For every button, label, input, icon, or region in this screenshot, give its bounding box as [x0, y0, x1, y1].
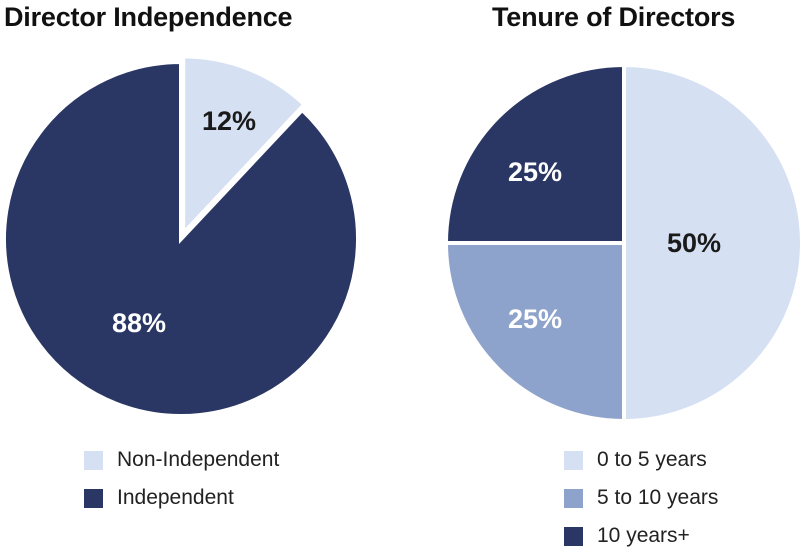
data-label-5-to-10-years: 25% — [508, 304, 562, 334]
legend-label-non-independent: Non-Independent — [117, 448, 280, 471]
legend-label-independent: Independent — [117, 486, 234, 509]
legend-item-5-to-10-years: 5 to 10 years — [564, 479, 718, 517]
pie-slice-non-independent — [181, 54, 308, 239]
pie-slice-independent — [2, 59, 360, 418]
legend-swatch-independent — [84, 488, 103, 508]
legend-swatch-non-independent — [84, 450, 103, 470]
legend-label-0-to-5-years: 0 to 5 years — [597, 448, 707, 471]
data-label-independent: 88% — [112, 308, 166, 338]
legend-label-10-years-plus: 10 years+ — [597, 524, 690, 547]
legend-item-10-years-plus: 10 years+ — [564, 517, 718, 555]
data-label-10-years-plus: 25% — [508, 157, 562, 187]
data-label-non-independent: 12% — [202, 106, 256, 136]
pie-chart-director-independence: 12% 88% — [2, 54, 360, 418]
legend-swatch-0-to-5-years — [564, 450, 583, 470]
data-label-0-to-5-years: 50% — [667, 228, 721, 258]
legend-item-independent: Independent — [84, 479, 279, 517]
pie-chart-tenure-of-directors: 50% 25% 25% — [443, 62, 804, 424]
pie-slice-0-to-5-years — [622, 62, 804, 424]
legend-swatch-10-years-plus — [564, 526, 583, 546]
chart-title-director-independence: Director Independence — [4, 2, 293, 32]
legend-tenure-of-directors: 0 to 5 years 5 to 10 years 10 years+ — [564, 441, 718, 555]
pie-slice-5-to-10-years — [443, 241, 626, 424]
legend-director-independence: Non-Independent Independent — [84, 441, 279, 517]
legend-swatch-5-to-10-years — [564, 488, 583, 508]
legend-item-0-to-5-years: 0 to 5 years — [564, 441, 718, 479]
legend-item-non-independent: Non-Independent — [84, 441, 279, 479]
legend-label-5-to-10-years: 5 to 10 years — [597, 486, 719, 509]
chart-title-tenure-of-directors: Tenure of Directors — [492, 2, 736, 32]
pie-slice-10-years-plus — [443, 62, 626, 245]
